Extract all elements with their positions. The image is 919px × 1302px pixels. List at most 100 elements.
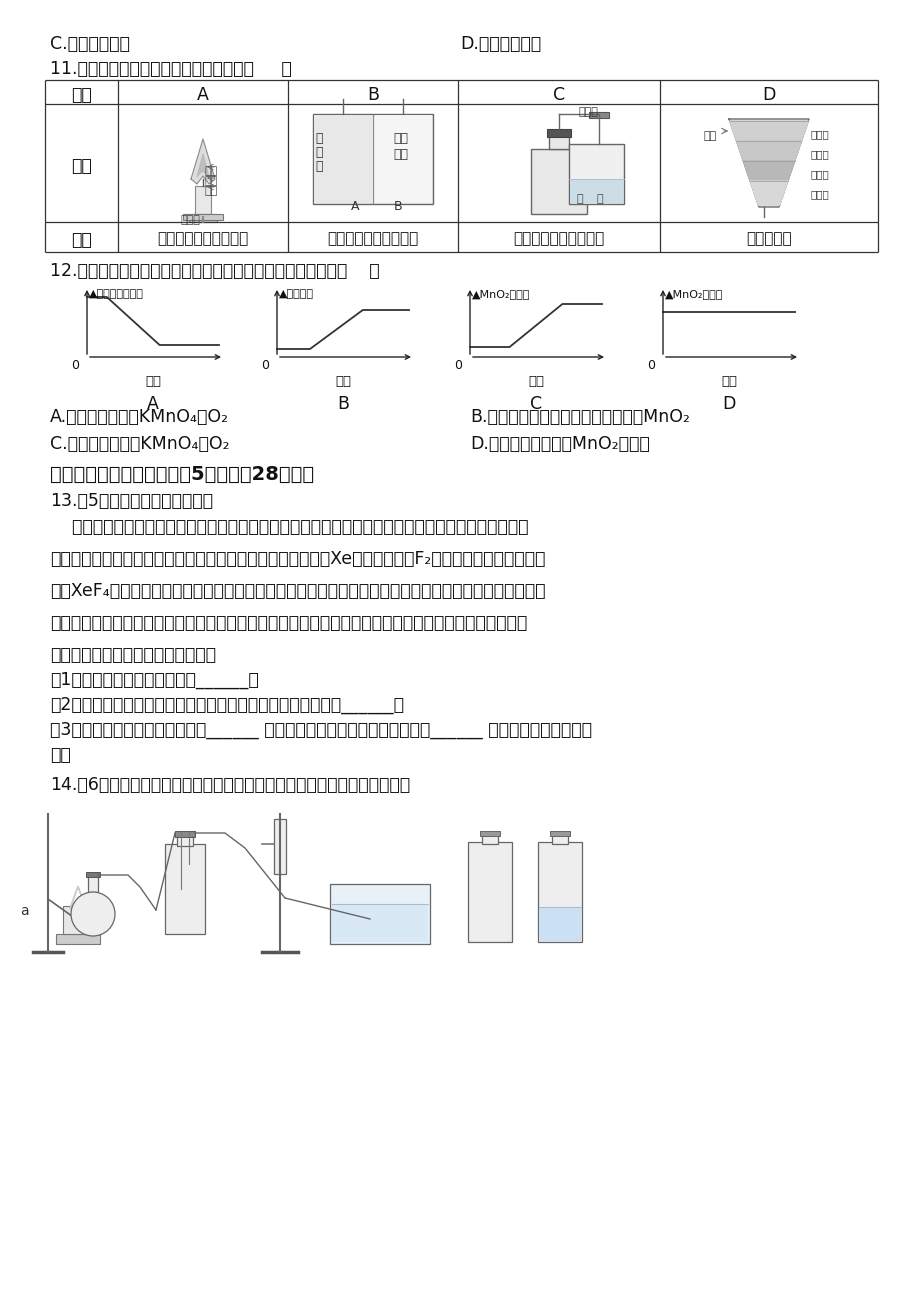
Text: 活性炭: 活性炭: [811, 169, 829, 178]
Text: 纱布: 纱布: [703, 132, 717, 141]
Text: D.加热氯酸钾固体与MnO₂混合物: D.加热氯酸钾固体与MnO₂混合物: [470, 435, 649, 453]
Bar: [85, 872, 100, 878]
Text: ▲MnO₂的质量: ▲MnO₂的质量: [471, 289, 529, 299]
Text: ▲水的质量: ▲水的质量: [278, 289, 313, 299]
Polygon shape: [736, 141, 800, 161]
Text: 氙（XeF₄）。工业上，制取稀有气体是通过将液态空气蒸馏，得到稀有气体，再用活性炭低温吸附法，将: 氙（XeF₄）。工业上，制取稀有气体是通过将液态空气蒸馏，得到稀有气体，再用活性…: [50, 582, 545, 600]
Text: 方案: 方案: [71, 158, 92, 174]
Bar: [195, 186, 210, 214]
Text: 12.下列四种叙述均用所对应的图像表示，其中图像错误的是（    ）: 12.下列四种叙述均用所对应的图像表示，其中图像错误的是（ ）: [50, 262, 380, 280]
Text: 水: 水: [596, 194, 603, 204]
Bar: [183, 214, 222, 220]
Polygon shape: [191, 139, 215, 184]
Text: 火柴棍: 火柴棍: [181, 215, 200, 225]
Bar: [375, 115, 432, 203]
Polygon shape: [70, 885, 85, 909]
Text: 外焰: 外焰: [205, 165, 218, 176]
Bar: [88, 874, 98, 892]
Text: A: A: [350, 201, 358, 214]
Bar: [165, 844, 205, 934]
Bar: [332, 905, 427, 943]
Text: 稀有气体分离开来。氦气是除了氢气外的最轻气体，可以代替氢气应用在飞艇中，不会着火和发生爆炸。: 稀有气体分离开来。氦气是除了氢气外的最轻气体，可以代替氢气应用在飞艇中，不会着火…: [50, 615, 527, 631]
Text: 11.下列实验方案不能达到相应目的的是（     ）: 11.下列实验方案不能达到相应目的的是（ ）: [50, 60, 291, 78]
Text: 比较蜡烛火焰各层温度: 比较蜡烛火焰各层温度: [157, 230, 248, 246]
Bar: [188, 214, 217, 223]
Bar: [551, 835, 567, 844]
Text: （3）氦气应用于飞艇利用了氦气______ （填写物理性质）的性质，利用氦气______ （填写化学性质）的性: （3）氦气应用于飞艇利用了氦气______ （填写物理性质）的性质，利用氦气__…: [50, 721, 591, 740]
Text: 浓: 浓: [314, 132, 323, 145]
Text: ▲剩余固体的质量: ▲剩余固体的质量: [89, 289, 143, 299]
Text: A: A: [197, 86, 209, 104]
Text: （1）稀有气体约占空气体积的______。: （1）稀有气体约占空气体积的______。: [50, 671, 258, 689]
Bar: [482, 835, 497, 844]
Bar: [330, 884, 429, 944]
Polygon shape: [728, 118, 808, 207]
Bar: [570, 178, 622, 203]
Text: 测定空气中氧气的含量: 测定空气中氧气的含量: [513, 230, 604, 246]
Polygon shape: [749, 181, 787, 204]
Text: 净化天然水: 净化天然水: [745, 230, 791, 246]
Text: 14.（6分）实验室常用下列装置制取气体，请根据所学知识回答下列问题：: 14.（6分）实验室常用下列装置制取气体，请根据所学知识回答下列问题：: [50, 776, 410, 794]
Text: 内焰: 内焰: [205, 176, 218, 186]
Bar: [274, 819, 286, 874]
Text: 溶液: 溶液: [392, 148, 407, 161]
Bar: [549, 134, 568, 148]
Bar: [539, 907, 581, 941]
Bar: [56, 934, 100, 944]
Text: （2）写出氙气与氟气在一定条件下发生化学反应的文字表达式______。: （2）写出氙气与氟气在一定条件下发生化学反应的文字表达式______。: [50, 697, 403, 713]
Text: 小卵石: 小卵石: [811, 129, 829, 139]
Text: B: B: [393, 201, 402, 214]
Text: D.空气成分模型: D.空气成分模型: [460, 35, 540, 53]
Text: 时间: 时间: [720, 375, 736, 388]
Text: 焰心: 焰心: [205, 186, 218, 197]
Text: C: C: [552, 86, 564, 104]
Text: A.加热一定质量的KMnO₄制O₂: A.加热一定质量的KMnO₄制O₂: [50, 408, 229, 426]
Bar: [538, 842, 582, 943]
Bar: [175, 831, 195, 837]
Bar: [530, 148, 586, 214]
Bar: [588, 112, 608, 118]
Text: 时间: 时间: [528, 375, 543, 388]
Bar: [468, 842, 512, 943]
Text: 碳: 碳: [576, 194, 583, 204]
Bar: [547, 129, 571, 137]
Text: a: a: [20, 904, 28, 918]
Text: 弹簧夹: 弹簧夹: [578, 107, 598, 117]
Text: B.向一定质量过氧化氢溶液加入少量MnO₂: B.向一定质量过氧化氢溶液加入少量MnO₂: [470, 408, 689, 426]
Text: 13.（5分）阅读下面科普短文。: 13.（5分）阅读下面科普短文。: [50, 492, 213, 510]
Bar: [176, 835, 193, 846]
Text: 酚酞: 酚酞: [392, 132, 407, 145]
Text: 0: 0: [453, 359, 461, 372]
Text: ▲MnO₂的质量: ▲MnO₂的质量: [664, 289, 722, 299]
Text: C.加热一定质量的KMnO₄制O₂: C.加热一定质量的KMnO₄制O₂: [50, 435, 229, 453]
Bar: [568, 145, 623, 204]
Bar: [480, 831, 499, 836]
Bar: [313, 115, 371, 203]
Text: D: D: [721, 395, 735, 413]
Text: B: B: [367, 86, 379, 104]
Bar: [74, 902, 82, 907]
Text: C: C: [529, 395, 541, 413]
Text: 质。: 质。: [50, 746, 71, 764]
Text: 证明氨分子在不断运动: 证明氨分子在不断运动: [327, 230, 418, 246]
Text: 0: 0: [261, 359, 268, 372]
Text: 氨: 氨: [314, 146, 323, 159]
Text: A: A: [147, 395, 159, 413]
Text: 结论: 结论: [71, 230, 92, 249]
Bar: [550, 831, 570, 836]
Text: 时间: 时间: [335, 375, 351, 388]
Text: 水: 水: [314, 160, 323, 173]
Text: B: B: [336, 395, 348, 413]
Text: D: D: [762, 86, 775, 104]
Text: 二、非选择题（本大题包括5小题，共28分。）: 二、非选择题（本大题包括5小题，共28分。）: [50, 465, 313, 484]
Circle shape: [71, 892, 115, 936]
Text: 0: 0: [646, 359, 654, 372]
Text: 时间: 时间: [145, 375, 161, 388]
Polygon shape: [743, 161, 794, 181]
Text: 0: 0: [71, 359, 79, 372]
Text: 选项: 选项: [71, 86, 92, 104]
Text: 稀有气体包括氦、氖、氩、氪、氙和氡六种气体。由于稀有气体元素原子的最外层电子排布是稳定结: 稀有气体包括氦、氖、氩、氪、氙和氡六种气体。由于稀有气体元素原子的最外层电子排布…: [50, 518, 528, 536]
Text: 蓬松棉: 蓬松棉: [811, 189, 829, 199]
Polygon shape: [197, 154, 209, 177]
Text: 依据上述文章内容，回答下列问题。: 依据上述文章内容，回答下列问题。: [50, 646, 216, 664]
